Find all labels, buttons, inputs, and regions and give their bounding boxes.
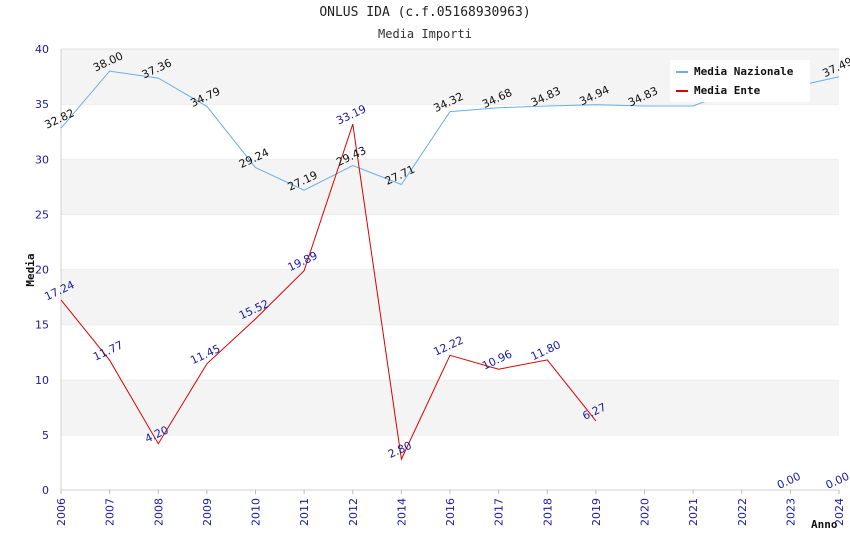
y-tick-label: 5	[42, 429, 49, 442]
series-line-ente	[60, 123, 597, 461]
x-tick-label: 2007	[104, 498, 117, 526]
y-tick-label: 20	[35, 264, 49, 277]
x-tick-label: 2018	[541, 498, 554, 526]
y-tick-label: 10	[35, 374, 49, 387]
x-tick-label: 2021	[687, 498, 700, 526]
grid-band	[61, 434, 839, 490]
x-tick-label: 2010	[250, 498, 263, 526]
x-tick-label: 2011	[298, 498, 311, 526]
x-tick-label: 2016	[444, 498, 457, 526]
x-tick-label: 2024	[833, 498, 846, 526]
y-tick-label: 15	[35, 319, 49, 332]
y-tick-label: 25	[35, 208, 49, 221]
x-tick-label: 2022	[736, 498, 749, 526]
x-tick-label: 2017	[493, 498, 506, 526]
y-tick-label: 35	[35, 98, 49, 111]
grid-band	[61, 214, 839, 270]
grid-band	[61, 269, 839, 325]
x-tick-label: 2009	[201, 498, 214, 526]
chart-subtitle: Media Importi	[378, 27, 472, 41]
x-tick-label: 2008	[152, 498, 165, 526]
x-tick-label: 2023	[784, 498, 797, 526]
legend-label-ente: Media Ente	[694, 84, 761, 97]
grid-band	[61, 379, 839, 435]
chart-title: ONLUS IDA (c.f.05168930963)	[319, 5, 531, 20]
y-tick-label: 0	[42, 484, 49, 497]
x-tick-label: 2020	[639, 498, 652, 526]
grid-band	[61, 104, 839, 160]
grid-band	[61, 324, 839, 380]
x-tick-label: 2019	[590, 498, 603, 526]
y-axis-label: Media	[24, 253, 37, 286]
legend-label-nazionale: Media Nazionale	[694, 65, 794, 78]
y-tick-label: 30	[35, 153, 49, 166]
x-tick-label: 2006	[55, 498, 68, 526]
grid-band	[61, 159, 839, 215]
x-tick-label: 2014	[395, 498, 408, 526]
legend: Media Nazionale Media Ente	[670, 60, 810, 102]
y-tick-label: 40	[35, 43, 49, 56]
x-tick-label: 2012	[347, 498, 360, 526]
x-axis-label: Anno	[811, 518, 838, 531]
